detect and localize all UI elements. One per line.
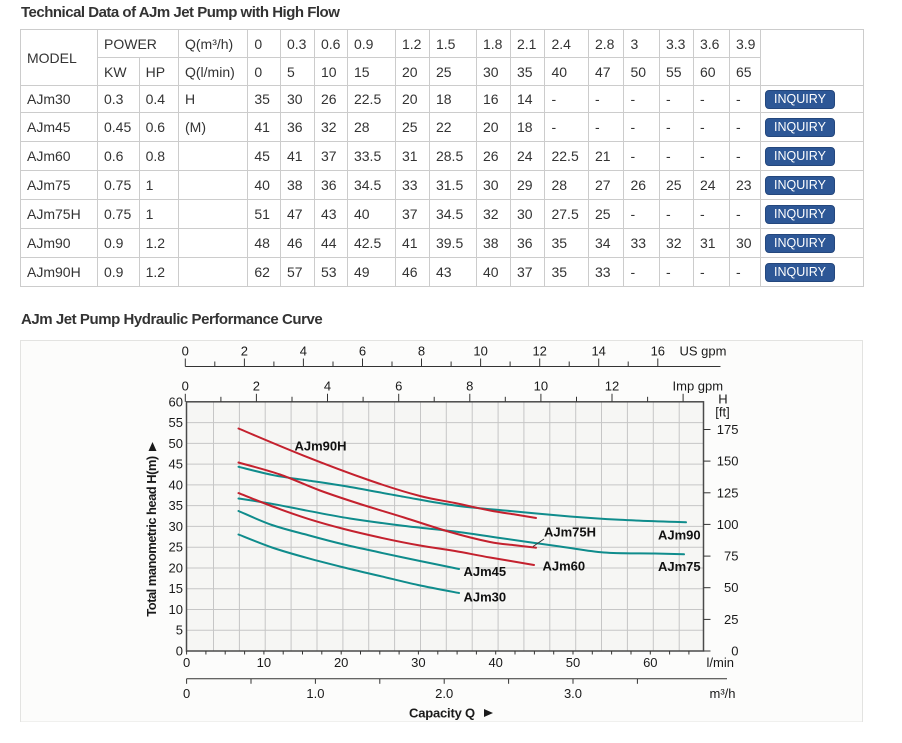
svg-text:0: 0 [183,655,190,670]
svg-text:AJm75: AJm75 [658,559,701,574]
svg-text:2: 2 [253,378,260,393]
svg-text:150: 150 [717,453,739,468]
svg-text:16: 16 [651,343,665,358]
svg-text:175: 175 [717,422,739,437]
svg-text:5: 5 [176,622,183,637]
svg-text:l/min: l/min [707,655,734,670]
svg-text:14: 14 [591,343,605,358]
svg-text:15: 15 [169,581,183,596]
svg-text:30: 30 [169,518,183,533]
svg-text:25: 25 [169,539,183,554]
svg-text:50: 50 [566,655,580,670]
svg-text:m³/h: m³/h [710,686,736,701]
svg-text:6: 6 [395,378,402,393]
svg-text:3.0: 3.0 [564,686,582,701]
svg-text:1.0: 1.0 [306,686,324,701]
svg-text:12: 12 [532,343,546,358]
svg-text:75: 75 [724,548,738,563]
svg-text:100: 100 [717,516,739,531]
svg-text:50: 50 [169,435,183,450]
svg-text:40: 40 [488,655,502,670]
svg-text:10: 10 [473,343,487,358]
svg-text:8: 8 [466,378,473,393]
svg-text:6: 6 [359,343,366,358]
svg-text:0: 0 [176,643,183,658]
svg-text:AJm90H: AJm90H [295,438,347,453]
svg-text:Imp gpm: Imp gpm [673,378,724,393]
svg-text:50: 50 [724,580,738,595]
svg-text:0: 0 [183,686,190,701]
svg-text:H: H [718,391,727,406]
svg-text:AJm75H: AJm75H [544,524,596,539]
svg-text:12: 12 [605,378,619,393]
svg-text:2: 2 [241,343,248,358]
svg-text:US gpm: US gpm [680,343,727,358]
svg-text:125: 125 [717,485,739,500]
svg-text:AJm45: AJm45 [464,564,507,579]
svg-text:0: 0 [182,343,189,358]
svg-text:4: 4 [324,378,331,393]
svg-text:60: 60 [643,655,657,670]
svg-text:2.0: 2.0 [435,686,453,701]
svg-text:10: 10 [169,602,183,617]
svg-text:10: 10 [534,378,548,393]
svg-text:AJm60: AJm60 [543,558,586,573]
svg-text:60: 60 [169,394,183,409]
svg-text:55: 55 [169,415,183,430]
svg-text:20: 20 [169,560,183,575]
svg-text:45: 45 [169,456,183,471]
svg-text:AJm30: AJm30 [464,589,507,604]
svg-text:0: 0 [731,643,738,658]
svg-text:20: 20 [334,655,348,670]
svg-text:4: 4 [300,343,307,358]
svg-text:25: 25 [724,611,738,626]
svg-text:35: 35 [169,498,183,513]
svg-text:8: 8 [418,343,425,358]
svg-text:Total manometric head H(m): Total manometric head H(m) [144,456,159,616]
svg-text:10: 10 [257,655,271,670]
svg-text:AJm90: AJm90 [658,527,701,542]
svg-text:30: 30 [411,655,425,670]
svg-text:0: 0 [182,378,189,393]
svg-text:[ft]: [ft] [715,404,729,419]
svg-text:40: 40 [169,477,183,492]
svg-text:Capacity Q: Capacity Q [409,705,475,720]
